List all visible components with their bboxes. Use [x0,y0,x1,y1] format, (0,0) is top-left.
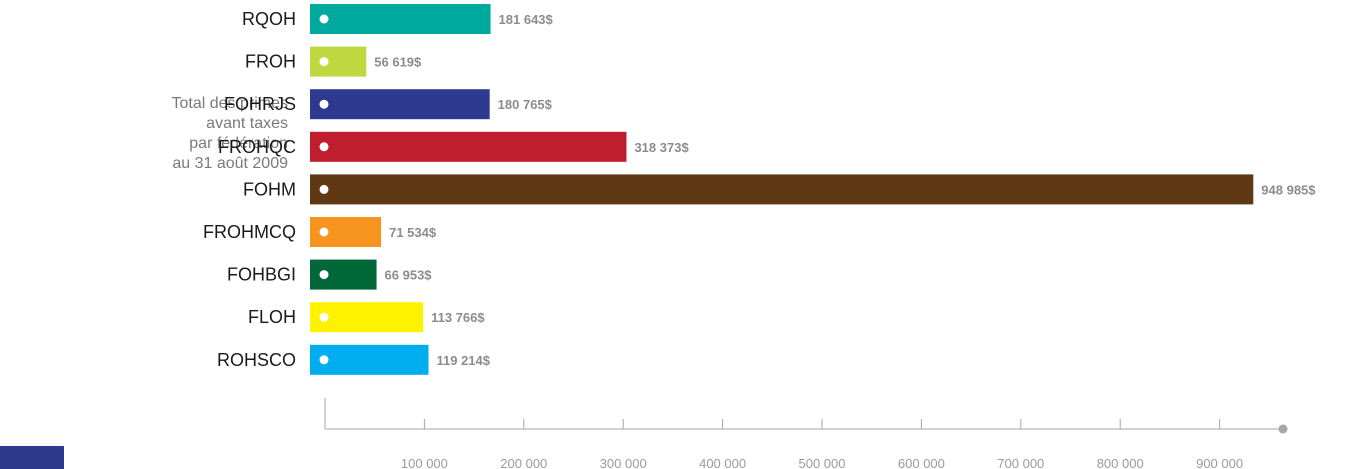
x-tick-label-400000: 400 000 [699,456,746,469]
bar-marker-frohmcq [319,227,329,237]
bar-rqoh [310,4,491,34]
category-label-fohm: FOHM [243,179,296,199]
bar-fohrjs [310,89,490,120]
category-label-rohsco: ROHSCO [217,350,296,370]
value-label-frohmcq: 71 534$ [389,225,437,240]
x-tick-label-600000: 600 000 [898,456,945,469]
caption-line-1: Total des primes [171,95,289,112]
value-label-fohrjs: 180 765$ [498,97,553,112]
x-tick-label-900000: 900 000 [1196,456,1243,469]
value-label-rohsco: 119 214$ [436,353,490,368]
bar-marker-froh [319,57,329,67]
value-label-fohbgi: 66 953$ [385,268,433,283]
value-label-frohqc: 318 373$ [634,140,689,155]
bar-marker-floh [319,312,329,322]
category-label-fohbgi: FOHBGI [227,265,296,285]
bar-frohqc [310,131,627,162]
value-label-fohm: 948 985$ [1261,182,1316,197]
x-tick-label-700000: 700 000 [997,456,1044,469]
x-axis-end-marker [1278,424,1288,434]
bar-rohsco [310,344,429,375]
caption-line-3: par fédération [189,135,288,152]
value-label-floh: 113 766$ [431,310,485,325]
caption-line-2: avant taxes [206,115,288,132]
bar-marker-rohsco [319,355,329,365]
x-tick-label-300000: 300 000 [600,456,647,469]
category-label-frohmcq: FROHMCQ [203,222,296,242]
x-tick-label-800000: 800 000 [1097,456,1144,469]
bar-floh [310,302,424,333]
bar-marker-fohbgi [319,270,329,280]
caption-line-4: au 31 août 2009 [172,155,288,172]
category-label-rqoh: RQOH [242,9,296,29]
bar-froh [310,46,367,77]
x-tick-label-200000: 200 000 [500,456,547,469]
side-caption: Total des primes avant taxes par fédérat… [120,94,289,174]
x-tick-label-100000: 100 000 [401,456,448,469]
corner-decoration [0,446,64,469]
category-label-fohrjs: FOHRJS [224,94,296,114]
category-label-floh: FLOH [248,307,296,327]
bar-marker-fohrjs [319,99,329,109]
value-label-froh: 56 619$ [374,55,422,70]
category-label-frohqc: FROHQC [218,137,296,157]
bar-marker-frohqc [319,142,329,152]
category-label-froh: FROH [245,52,296,72]
bar-marker-rqoh [319,14,329,24]
bar-fohm [310,174,1254,205]
x-tick-label-500000: 500 000 [799,456,846,469]
bar-marker-fohm [319,184,329,194]
value-label-rqoh: 181 643$ [499,12,554,27]
